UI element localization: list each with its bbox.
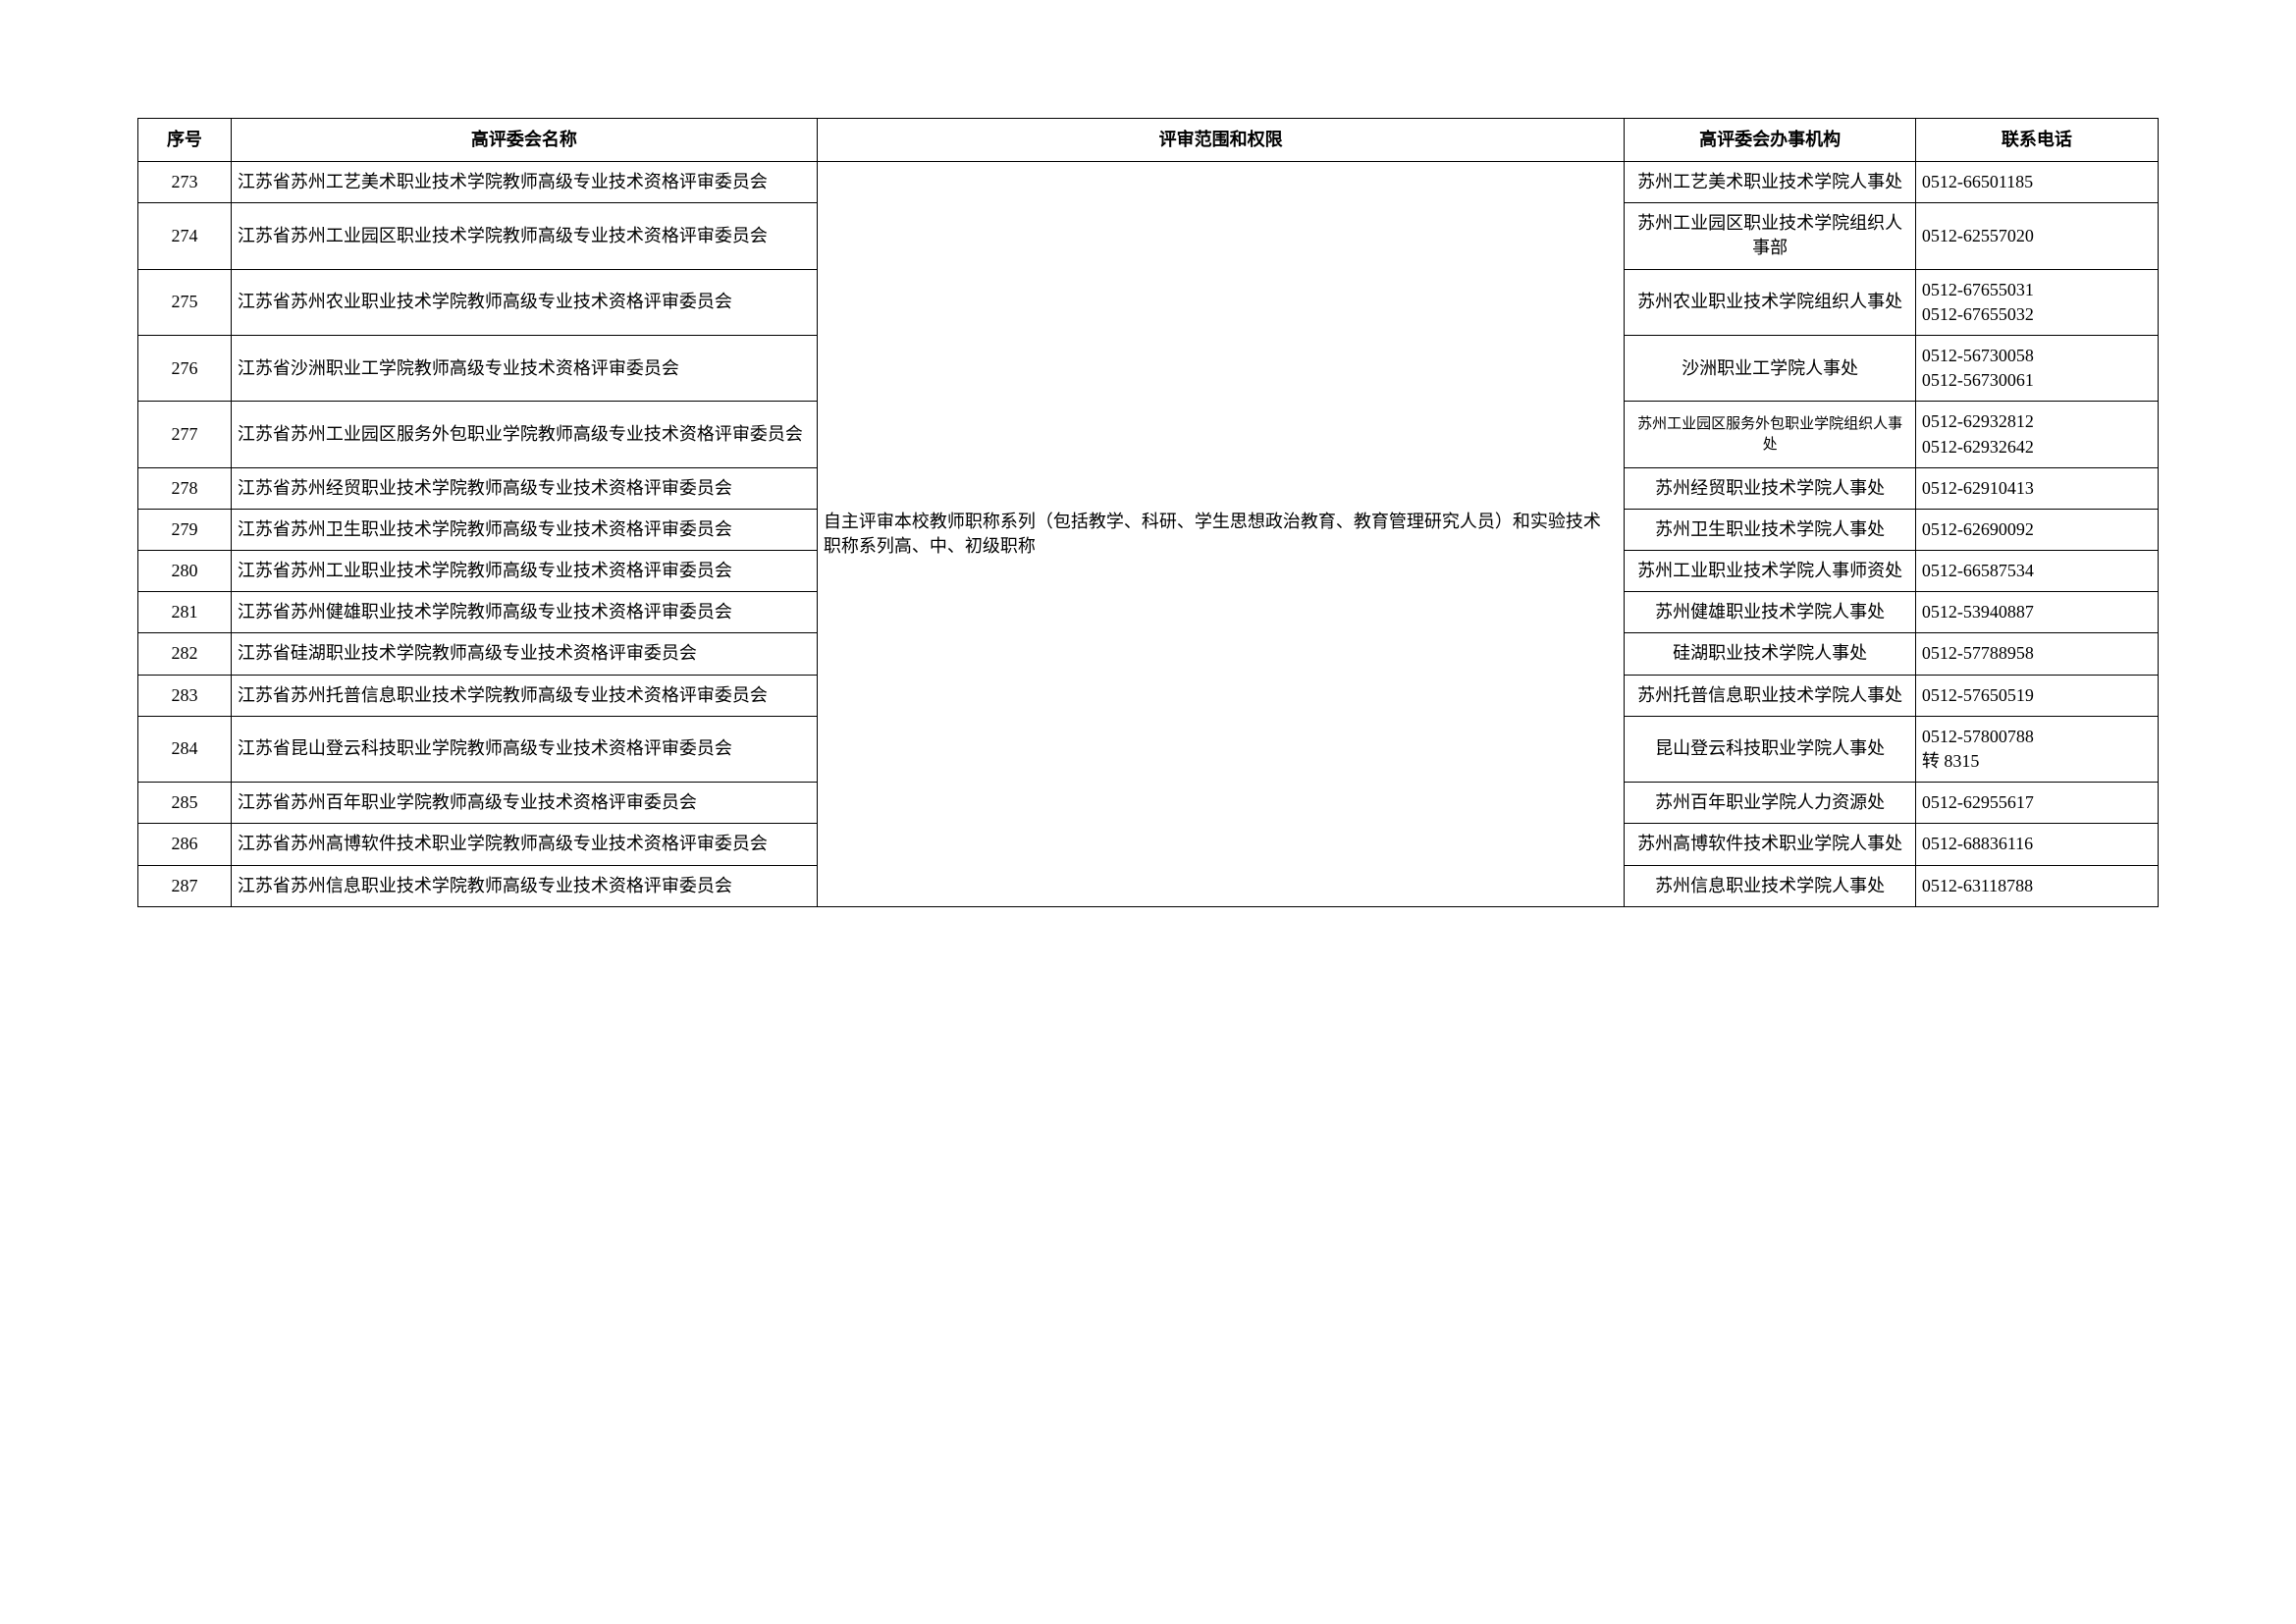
cell-phone: 0512-62932812 0512-62932642 <box>1915 402 2158 467</box>
cell-org: 硅湖职业技术学院人事处 <box>1625 633 1916 675</box>
cell-name: 江苏省苏州农业职业技术学院教师高级专业技术资格评审委员会 <box>231 269 817 335</box>
cell-seq: 279 <box>138 509 232 550</box>
table-body: 273江苏省苏州工艺美术职业技术学院教师高级专业技术资格评审委员会自主评审本校教… <box>138 162 2159 907</box>
committee-table: 序号 高评委会名称 评审范围和权限 高评委会办事机构 联系电话 273江苏省苏州… <box>137 118 2159 907</box>
header-phone: 联系电话 <box>1915 119 2158 162</box>
cell-name: 江苏省硅湖职业技术学院教师高级专业技术资格评审委员会 <box>231 633 817 675</box>
cell-phone: 0512-57788958 <box>1915 633 2158 675</box>
cell-phone: 0512-57650519 <box>1915 675 2158 716</box>
cell-phone: 0512-68836116 <box>1915 824 2158 865</box>
cell-name: 江苏省苏州经贸职业技术学院教师高级专业技术资格评审委员会 <box>231 467 817 509</box>
cell-seq: 286 <box>138 824 232 865</box>
cell-seq: 281 <box>138 592 232 633</box>
cell-org: 苏州百年职业学院人力资源处 <box>1625 783 1916 824</box>
cell-org: 苏州信息职业技术学院人事处 <box>1625 865 1916 906</box>
cell-seq: 283 <box>138 675 232 716</box>
cell-phone: 0512-62690092 <box>1915 509 2158 550</box>
cell-org: 苏州高博软件技术职业学院人事处 <box>1625 824 1916 865</box>
cell-org: 苏州工业园区职业技术学院组织人事部 <box>1625 203 1916 269</box>
cell-seq: 275 <box>138 269 232 335</box>
cell-name: 江苏省苏州卫生职业技术学院教师高级专业技术资格评审委员会 <box>231 509 817 550</box>
cell-phone: 0512-62910413 <box>1915 467 2158 509</box>
cell-name: 江苏省苏州工业园区服务外包职业学院教师高级专业技术资格评审委员会 <box>231 402 817 467</box>
cell-phone: 0512-62557020 <box>1915 203 2158 269</box>
cell-seq: 284 <box>138 716 232 782</box>
cell-name: 江苏省苏州健雄职业技术学院教师高级专业技术资格评审委员会 <box>231 592 817 633</box>
cell-phone: 0512-56730058 0512-56730061 <box>1915 335 2158 401</box>
cell-org: 苏州健雄职业技术学院人事处 <box>1625 592 1916 633</box>
cell-org: 苏州农业职业技术学院组织人事处 <box>1625 269 1916 335</box>
cell-name: 江苏省苏州工业园区职业技术学院教师高级专业技术资格评审委员会 <box>231 203 817 269</box>
cell-phone: 0512-66501185 <box>1915 162 2158 203</box>
cell-name: 江苏省昆山登云科技职业学院教师高级专业技术资格评审委员会 <box>231 716 817 782</box>
table-header-row: 序号 高评委会名称 评审范围和权限 高评委会办事机构 联系电话 <box>138 119 2159 162</box>
header-org: 高评委会办事机构 <box>1625 119 1916 162</box>
cell-name: 江苏省苏州托普信息职业技术学院教师高级专业技术资格评审委员会 <box>231 675 817 716</box>
header-scope: 评审范围和权限 <box>817 119 1624 162</box>
cell-phone: 0512-66587534 <box>1915 551 2158 592</box>
cell-phone: 0512-57800788 转 8315 <box>1915 716 2158 782</box>
cell-name: 江苏省苏州百年职业学院教师高级专业技术资格评审委员会 <box>231 783 817 824</box>
cell-seq: 277 <box>138 402 232 467</box>
cell-phone: 0512-63118788 <box>1915 865 2158 906</box>
cell-name: 江苏省苏州信息职业技术学院教师高级专业技术资格评审委员会 <box>231 865 817 906</box>
cell-seq: 276 <box>138 335 232 401</box>
cell-scope: 自主评审本校教师职称系列（包括教学、科研、学生思想政治教育、教育管理研究人员）和… <box>817 162 1624 907</box>
cell-seq: 282 <box>138 633 232 675</box>
cell-seq: 273 <box>138 162 232 203</box>
cell-seq: 287 <box>138 865 232 906</box>
cell-seq: 274 <box>138 203 232 269</box>
cell-org: 昆山登云科技职业学院人事处 <box>1625 716 1916 782</box>
cell-phone: 0512-53940887 <box>1915 592 2158 633</box>
cell-org: 沙洲职业工学院人事处 <box>1625 335 1916 401</box>
header-name: 高评委会名称 <box>231 119 817 162</box>
cell-phone: 0512-67655031 0512-67655032 <box>1915 269 2158 335</box>
header-seq: 序号 <box>138 119 232 162</box>
cell-name: 江苏省苏州高博软件技术职业学院教师高级专业技术资格评审委员会 <box>231 824 817 865</box>
cell-name: 江苏省沙洲职业工学院教师高级专业技术资格评审委员会 <box>231 335 817 401</box>
cell-seq: 285 <box>138 783 232 824</box>
table-row: 273江苏省苏州工艺美术职业技术学院教师高级专业技术资格评审委员会自主评审本校教… <box>138 162 2159 203</box>
cell-org: 苏州工业职业技术学院人事师资处 <box>1625 551 1916 592</box>
cell-org: 苏州经贸职业技术学院人事处 <box>1625 467 1916 509</box>
cell-seq: 280 <box>138 551 232 592</box>
cell-name: 江苏省苏州工业职业技术学院教师高级专业技术资格评审委员会 <box>231 551 817 592</box>
cell-phone: 0512-62955617 <box>1915 783 2158 824</box>
cell-seq: 278 <box>138 467 232 509</box>
cell-org: 苏州卫生职业技术学院人事处 <box>1625 509 1916 550</box>
cell-name: 江苏省苏州工艺美术职业技术学院教师高级专业技术资格评审委员会 <box>231 162 817 203</box>
cell-org: 苏州工业园区服务外包职业学院组织人事处 <box>1625 402 1916 467</box>
cell-org: 苏州工艺美术职业技术学院人事处 <box>1625 162 1916 203</box>
cell-org: 苏州托普信息职业技术学院人事处 <box>1625 675 1916 716</box>
